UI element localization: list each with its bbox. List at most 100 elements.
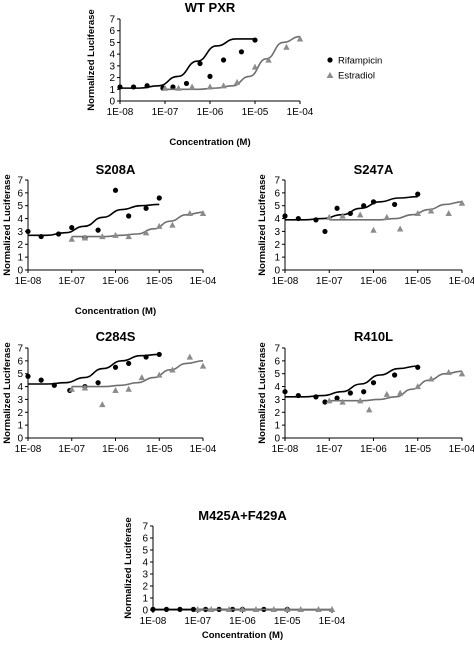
legend-marker-estradiol — [326, 72, 334, 78]
data-point-estradiol — [99, 233, 106, 240]
data-point-estradiol — [339, 398, 346, 405]
data-point-estradiol — [427, 375, 435, 382]
chart-title: M425A+F429A — [198, 508, 287, 523]
data-point-estradiol — [81, 234, 89, 241]
data-point-rifampicin — [143, 205, 149, 211]
data-point-rifampicin — [190, 606, 197, 613]
data-point-estradiol — [156, 371, 163, 378]
data-point-estradiol — [206, 83, 214, 90]
y-tick-label: 3 — [274, 395, 280, 406]
y-tick-label: 1 — [274, 253, 280, 264]
x-tick-label: 1E-05 — [146, 444, 173, 455]
data-point-rifampicin — [238, 49, 245, 55]
fit-curve-rifampicin — [120, 38, 255, 89]
fit-curve-estradiol — [329, 370, 463, 402]
panel-m425a-f429a: M425A+F429A Normalized Luciferase Concentr… — [123, 508, 346, 641]
data-point-estradiol — [328, 606, 336, 612]
chart-title: S247A — [354, 162, 394, 177]
y-tick-label: 0 — [274, 434, 280, 445]
y-tick-label: 7 — [17, 344, 23, 355]
y-tick-label: 0 — [17, 266, 23, 277]
data-point-rifampicin — [38, 233, 44, 240]
y-tick-label: 1 — [17, 421, 23, 432]
y-axis-label: Normalized Luciferase — [2, 174, 13, 275]
data-point-rifampicin — [295, 392, 301, 399]
panel-r410l: R410L Normalized Luciferase 0 1 2 3 4 5 67 1E-08 1… — [257, 329, 474, 455]
data-point-rifampicin — [38, 377, 44, 383]
y-tick-label: 0 — [142, 606, 148, 617]
series-estradiol — [161, 35, 304, 91]
data-point-estradiol — [252, 606, 260, 612]
x-tick-label: 1E-04 — [449, 276, 474, 287]
data-point-estradiol — [199, 362, 207, 369]
data-point-estradiol — [68, 235, 75, 242]
y-tick-label: 6 — [109, 26, 115, 37]
y-tick-label: 3 — [109, 61, 115, 72]
data-point-estradiol — [142, 229, 150, 236]
data-point-rifampicin — [392, 372, 398, 378]
y-tick-label: 0 — [109, 97, 115, 108]
y-tick-label: 4 — [142, 558, 148, 569]
data-point-estradiol — [427, 207, 435, 214]
data-point-rifampicin — [117, 84, 123, 90]
x-tick-label: 1E-07 — [58, 444, 85, 455]
x-axis-label: Concentration (M) — [75, 306, 156, 317]
data-point-rifampicin — [143, 354, 149, 360]
fit-curve-estradiol — [329, 201, 463, 221]
data-point-rifampicin — [392, 201, 398, 208]
x-tick-label: 1E-07 — [58, 276, 85, 287]
data-point-estradiol — [366, 406, 373, 413]
x-tick-label: 1E-08 — [107, 107, 134, 118]
series-rifampicin — [25, 187, 162, 241]
y-tick-label: 1 — [142, 594, 148, 605]
y-tick-label: 6 — [274, 188, 280, 199]
x-tick-label: 1E-06 — [229, 616, 256, 627]
series-rifampicin — [282, 191, 421, 235]
y-tick-label: 4 — [274, 382, 280, 393]
y-tick-label: 7 — [17, 176, 23, 187]
data-point-estradiol — [239, 606, 246, 612]
y-tick-label: 4 — [274, 214, 280, 225]
fit-curve-estradiol — [164, 35, 301, 91]
data-point-estradiol — [315, 606, 322, 612]
data-point-rifampicin — [150, 606, 156, 613]
data-point-estradiol — [81, 384, 89, 391]
data-point-estradiol — [112, 387, 119, 394]
data-point-estradiol — [225, 606, 233, 612]
data-point-rifampicin — [347, 390, 353, 396]
y-tick-label: 1 — [274, 421, 280, 432]
data-point-estradiol — [270, 606, 277, 612]
y-tick-label: 7 — [109, 15, 115, 26]
data-point-rifampicin — [51, 382, 57, 388]
data-point-rifampicin — [130, 84, 137, 90]
y-tick-label: 3 — [274, 227, 280, 238]
data-point-estradiol — [414, 383, 421, 390]
legend-label-estradiol: Estradiol — [338, 71, 375, 82]
fit-curve-estradiol — [71, 360, 204, 388]
y-tick-label: 5 — [274, 201, 280, 212]
data-point-rifampicin — [144, 83, 150, 89]
data-point-estradiol — [396, 225, 404, 232]
data-point-rifampicin — [370, 199, 377, 205]
data-point-estradiol — [383, 213, 391, 220]
data-point-estradiol — [396, 389, 404, 396]
y-tick-label: 4 — [109, 50, 115, 61]
data-point-rifampicin — [361, 389, 367, 395]
data-point-rifampicin — [220, 57, 227, 63]
series-rifampicin — [282, 364, 421, 405]
data-point-rifampicin — [197, 60, 203, 67]
y-tick-label: 3 — [17, 395, 23, 406]
data-point-rifampicin — [415, 191, 421, 197]
data-point-rifampicin — [313, 394, 319, 400]
x-tick-label: 1E-08 — [15, 444, 42, 455]
data-point-estradiol — [339, 212, 346, 219]
data-point-estradiol — [296, 35, 304, 42]
y-tick-label: 2 — [109, 73, 115, 84]
x-tick-label: 1E-08 — [15, 276, 42, 287]
x-tick-label: 1E-05 — [404, 276, 431, 287]
data-point-rifampicin — [334, 395, 340, 401]
data-point-rifampicin — [361, 203, 367, 209]
x-tick-label: 1E-07 — [184, 616, 211, 627]
panel-c284s: C284S Normalized Luciferase 0 1 2 3 4 5 67 1E-08 1… — [2, 329, 217, 455]
y-tick-label: 2 — [274, 240, 280, 251]
